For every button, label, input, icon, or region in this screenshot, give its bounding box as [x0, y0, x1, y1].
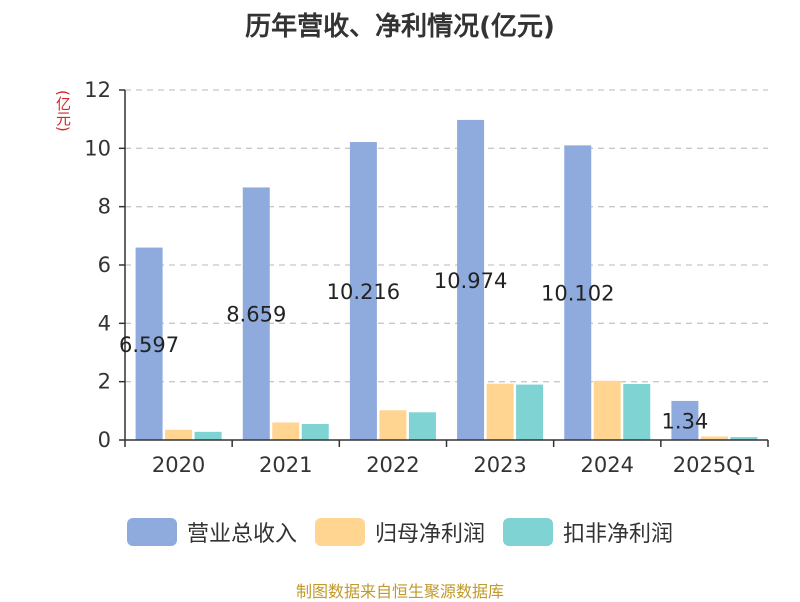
y-tick-label: 4 — [98, 311, 111, 335]
y-tick-label: 12 — [84, 78, 111, 102]
legend-label-revenue: 营业总收入 — [186, 522, 297, 547]
legend-item-deducted-profit[interactable]: 扣非净利润 — [503, 516, 673, 548]
bar-revenue — [242, 187, 270, 440]
y-tick-label: 0 — [98, 428, 111, 452]
data-label-revenue: 10.102 — [541, 282, 614, 306]
legend-swatch-net-profit — [314, 518, 365, 546]
bar-revenue — [457, 119, 485, 441]
bar-revenue — [564, 145, 592, 440]
axes: 0 2 4 6 8 10 12 2020 2021 2022 2023 2024 2025Q1 — [84, 78, 769, 477]
bar-deducted-profit — [516, 384, 544, 440]
data-label-revenue: 8.659 — [226, 303, 286, 327]
y-tick-label: 2 — [98, 370, 111, 394]
bar-revenue — [135, 247, 163, 440]
bar-net-profit — [272, 422, 300, 440]
data-labels: 6.597 8.659 10.216 10.974 10.102 1.34 — [119, 269, 708, 433]
bar-revenue — [671, 400, 699, 440]
legend-swatch-deducted-profit — [503, 518, 553, 546]
x-tick-label: 2020 — [152, 453, 205, 477]
chart-title: 历年营收、净利情况(亿元) — [245, 12, 555, 42]
bar-net-profit — [700, 436, 728, 440]
legend-item-revenue[interactable]: 营业总收入 — [126, 516, 297, 548]
data-label-revenue: 10.216 — [327, 280, 400, 304]
y-axis-unit: (亿元) — [54, 90, 72, 132]
data-label-revenue: 1.34 — [662, 409, 709, 433]
bar-deducted-profit — [623, 384, 651, 440]
data-source: 制图数据来自恒生聚源数据库 — [295, 582, 504, 601]
legend-swatch-revenue — [126, 518, 177, 546]
x-tick-label: 2024 — [581, 453, 634, 477]
bars — [135, 119, 758, 441]
bar-deducted-profit — [301, 423, 329, 440]
legend-label-net-profit: 归母净利润 — [374, 522, 485, 547]
x-tick-label: 2025Q1 — [673, 453, 756, 477]
data-label-revenue: 6.597 — [119, 333, 179, 357]
legend-item-net-profit[interactable]: 归母净利润 — [314, 516, 485, 548]
bar-net-profit — [593, 380, 621, 440]
bar-net-profit — [165, 429, 193, 440]
bar-deducted-profit — [194, 431, 222, 440]
y-tick-label: 8 — [98, 195, 111, 219]
bar-deducted-profit — [730, 437, 758, 440]
bar-deducted-profit — [408, 412, 436, 440]
x-tick-label: 2021 — [259, 453, 312, 477]
y-tick-label: 6 — [98, 253, 111, 277]
grid-lines — [125, 89, 768, 383]
data-label-revenue: 10.974 — [434, 269, 507, 293]
bar-revenue — [349, 142, 377, 441]
legend: 营业总收入 归母净利润 扣非净利润 — [0, 516, 800, 548]
bar-net-profit — [486, 383, 514, 440]
legend-label-deducted-profit: 扣非净利润 — [563, 522, 674, 547]
x-tick-label: 2023 — [473, 453, 526, 477]
x-tick-label: 2022 — [366, 453, 419, 477]
bar-net-profit — [379, 410, 407, 440]
y-tick-label: 10 — [84, 136, 111, 160]
